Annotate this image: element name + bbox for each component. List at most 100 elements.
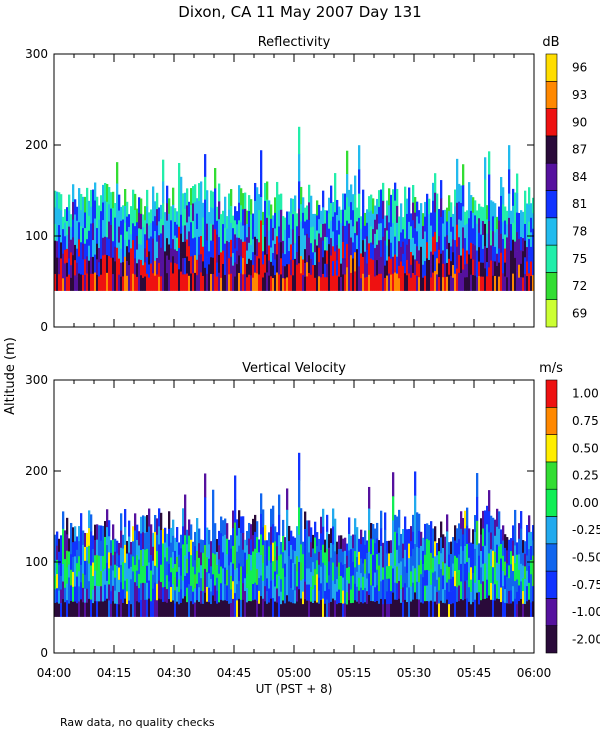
heatmap-cell: [258, 242, 261, 259]
heatmap-cell: [174, 537, 177, 552]
heatmap-cell: [74, 229, 77, 246]
colorbar-label: -0.25: [572, 523, 600, 537]
heatmap-cell: [98, 555, 101, 572]
heatmap-cell: [292, 576, 295, 591]
heatmap-cell: [118, 604, 121, 617]
heatmap-cell: [430, 251, 433, 265]
heatmap-cell: [214, 229, 217, 251]
heatmap-cell: [104, 236, 107, 256]
heatmap-cell: [140, 275, 143, 291]
heatmap-cell: [464, 211, 467, 226]
heatmap-cell: [338, 248, 341, 263]
heatmap-cell: [158, 598, 161, 617]
heatmap-cell: [158, 562, 161, 581]
heatmap-cell: [64, 530, 67, 546]
heatmap-cell: [300, 221, 303, 240]
heatmap-cell: [76, 549, 79, 564]
heatmap-cell: [148, 598, 151, 617]
heatmap-cell: [350, 184, 353, 203]
heatmap-cell: [242, 549, 245, 567]
heatmap-cell: [334, 567, 337, 585]
heatmap-cell: [242, 566, 245, 584]
heatmap-cell: [342, 551, 345, 565]
heatmap-cell: [190, 524, 193, 541]
heatmap-cell: [314, 600, 317, 617]
heatmap-cell: [292, 563, 295, 577]
heatmap-cell: [168, 275, 171, 291]
heatmap-cell: [196, 550, 199, 568]
heatmap-cell: [352, 534, 355, 549]
heatmap-cell: [254, 182, 257, 202]
heatmap-cell: [184, 225, 187, 242]
heatmap-cell: [486, 219, 489, 234]
heatmap-cell: [204, 245, 207, 269]
heatmap-cell: [400, 561, 403, 576]
heatmap-cell: [452, 550, 455, 564]
heatmap-cell: [364, 587, 367, 603]
heatmap-cell: [336, 245, 339, 261]
heatmap-cell: [214, 208, 217, 230]
heatmap-cell: [98, 570, 101, 587]
heatmap-cell: [206, 527, 209, 543]
heatmap-cell: [206, 257, 209, 275]
heatmap-cell: [410, 226, 413, 240]
heatmap-cell: [474, 515, 477, 533]
heatmap-cell: [510, 551, 513, 565]
heatmap-cell: [420, 545, 423, 561]
heatmap-cell: [528, 273, 531, 291]
heatmap-cell: [306, 219, 309, 235]
heatmap-cell: [290, 213, 293, 230]
heatmap-cell: [378, 565, 381, 579]
heatmap-cell: [218, 254, 221, 274]
heatmap-cell: [352, 575, 355, 590]
heatmap-cell: [338, 262, 341, 277]
heatmap-cell: [378, 578, 381, 592]
heatmap-cell: [398, 598, 401, 617]
heatmap-cell: [66, 600, 69, 617]
heatmap-cell: [374, 543, 377, 559]
heatmap-cell: [232, 253, 235, 266]
heatmap-cell: [288, 251, 291, 265]
heatmap-cell: [238, 237, 241, 256]
heatmap-cell: [218, 602, 221, 617]
heatmap-cell: [266, 181, 269, 200]
heatmap-cell: [510, 564, 513, 578]
heatmap-cell: [272, 561, 275, 580]
heatmap-cell: [206, 206, 209, 224]
heatmap-cell: [238, 598, 241, 617]
heatmap-cell: [384, 240, 387, 254]
heatmap-cell: [138, 275, 141, 291]
heatmap-cell: [284, 537, 287, 551]
heatmap-cell: [290, 530, 293, 546]
heatmap-cell: [108, 221, 111, 240]
heatmap-cell: [196, 229, 199, 245]
heatmap-cell: [150, 250, 153, 264]
heatmap-cell: [114, 590, 117, 604]
heatmap-cell: [62, 241, 65, 255]
heatmap-cell: [184, 494, 187, 516]
colorbar-label: -2.00: [572, 632, 600, 646]
heatmap-cell: [298, 181, 301, 209]
heatmap-cell: [448, 566, 451, 580]
heatmap-cell: [256, 204, 259, 222]
heatmap-cell: [414, 275, 417, 291]
heatmap-cell: [454, 189, 457, 207]
heatmap-cell: [60, 562, 63, 577]
heatmap-cell: [492, 231, 495, 247]
heatmap-cell: [92, 273, 95, 291]
heatmap-cell: [384, 529, 387, 548]
heatmap-cell: [164, 264, 167, 278]
heatmap-cell: [528, 221, 531, 240]
heatmap-cell: [242, 193, 245, 210]
heatmap-cell: [90, 531, 93, 549]
heatmap-cell: [524, 240, 527, 258]
heatmap-cell: [170, 220, 173, 235]
heatmap-cell: [72, 201, 75, 220]
heatmap-cell: [326, 223, 329, 238]
heatmap-cell: [530, 203, 533, 219]
heatmap-cell: [512, 570, 515, 587]
heatmap-cell: [364, 602, 367, 617]
heatmap-cell: [272, 215, 275, 229]
heatmap-cell: [290, 229, 293, 245]
heatmap-cell: [276, 546, 279, 561]
